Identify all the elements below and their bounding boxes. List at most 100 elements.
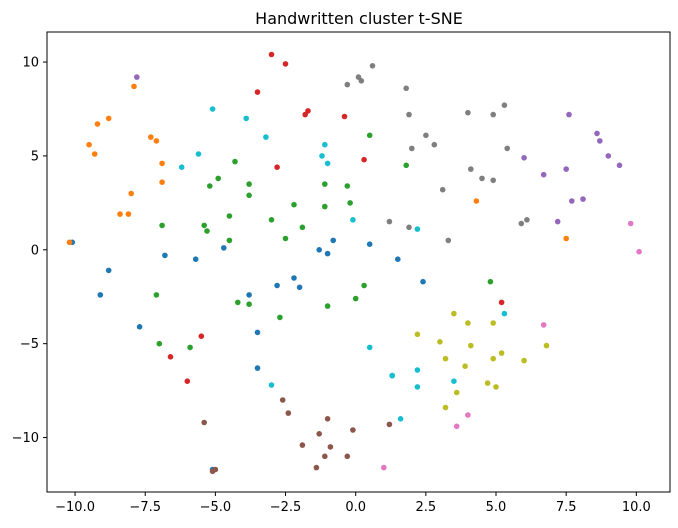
data-point-s6-5 xyxy=(381,464,387,471)
data-point-s1-11 xyxy=(117,211,123,217)
data-point-s0-1 xyxy=(105,267,112,274)
data-point-s7-8 xyxy=(501,102,508,108)
plot-frame xyxy=(46,31,671,493)
data-point-s7-21 xyxy=(524,217,530,223)
data-point-s0-2 xyxy=(97,292,104,298)
data-point-s2-9 xyxy=(268,217,275,223)
data-point-s0-9 xyxy=(254,365,261,371)
data-point-s0-4 xyxy=(162,252,168,259)
data-point-s3-0 xyxy=(268,51,275,58)
y-tick-label-3: 5 xyxy=(31,149,39,164)
data-point-s4-10 xyxy=(580,196,586,202)
data-point-s7-4 xyxy=(403,85,410,92)
data-point-s2-12 xyxy=(299,224,306,231)
data-point-s7-19 xyxy=(445,237,452,244)
data-point-s2-2 xyxy=(246,192,252,199)
data-point-s7-9 xyxy=(431,141,438,148)
data-point-s2-5 xyxy=(201,222,207,229)
data-point-s8-10 xyxy=(543,342,550,349)
data-point-s6-3 xyxy=(465,412,471,418)
data-point-s9-3 xyxy=(322,141,328,148)
data-point-s1-9 xyxy=(159,179,165,185)
data-point-s7-12 xyxy=(504,145,511,152)
data-point-s1-6 xyxy=(148,134,154,140)
data-point-s1-2 xyxy=(94,121,101,127)
data-point-s0-5 xyxy=(192,256,199,263)
points-layer xyxy=(66,51,642,475)
data-point-s2-26 xyxy=(324,303,331,309)
y-axis: −10 −5 0 5 10 xyxy=(12,56,47,446)
data-point-s6-1 xyxy=(636,248,642,255)
data-point-s4-6 xyxy=(521,155,527,161)
data-point-s0-14 xyxy=(324,250,331,257)
data-point-s2-21 xyxy=(156,340,163,347)
data-point-s8-2 xyxy=(465,320,471,326)
data-point-s5-5 xyxy=(324,416,331,422)
data-point-s0-8 xyxy=(254,329,261,336)
data-point-s4-2 xyxy=(594,130,600,137)
data-point-s2-17 xyxy=(366,132,373,139)
data-point-s4-3 xyxy=(597,138,603,144)
data-point-s7-15 xyxy=(490,177,497,184)
data-point-s1-8 xyxy=(159,160,165,167)
data-point-s3-1 xyxy=(282,61,289,67)
data-point-s7-16 xyxy=(439,186,446,193)
data-point-s9-9 xyxy=(414,226,421,232)
data-point-s2-6 xyxy=(204,228,210,234)
data-point-s2-7 xyxy=(226,213,233,219)
data-point-s8-15 xyxy=(493,384,499,390)
data-point-s2-3 xyxy=(207,183,213,189)
data-point-s8-9 xyxy=(521,357,527,364)
data-point-s8-13 xyxy=(442,404,449,411)
data-point-s3-6 xyxy=(361,156,367,163)
x-tick-label-1: −7.5 xyxy=(129,500,161,515)
data-point-s2-16 xyxy=(347,200,353,206)
data-point-s1-0 xyxy=(66,239,73,246)
data-point-s5-8 xyxy=(313,464,320,471)
data-point-s2-8 xyxy=(226,237,233,244)
data-point-s0-3 xyxy=(136,324,143,330)
data-point-s7-13 xyxy=(468,166,474,172)
data-point-s7-5 xyxy=(406,111,412,118)
data-point-s2-13 xyxy=(322,181,328,187)
data-point-s4-4 xyxy=(605,153,612,159)
data-point-s1-7 xyxy=(153,138,160,144)
data-point-s3-5 xyxy=(341,113,348,120)
data-point-s3-10 xyxy=(198,333,205,340)
data-point-s9-12 xyxy=(414,367,421,373)
data-point-s9-16 xyxy=(451,378,457,385)
data-point-s3-11 xyxy=(184,378,191,385)
data-point-s9-1 xyxy=(243,115,249,122)
data-point-s8-0 xyxy=(414,331,421,338)
data-point-s4-9 xyxy=(569,198,575,204)
data-point-s2-25 xyxy=(277,314,283,321)
x-tick-label-7: 7.5 xyxy=(556,500,577,515)
data-point-s7-3 xyxy=(344,81,351,88)
data-point-s8-11 xyxy=(462,363,468,370)
data-point-s9-17 xyxy=(268,382,275,388)
data-point-s2-1 xyxy=(246,181,252,187)
data-point-s0-7 xyxy=(246,292,252,298)
data-point-s7-10 xyxy=(423,132,429,139)
data-point-s4-8 xyxy=(563,166,569,172)
y-tick-label-0: −10 xyxy=(12,431,39,446)
data-point-s5-9 xyxy=(344,453,351,460)
x-tick-label-5: 2.5 xyxy=(416,500,437,515)
data-point-s2-14 xyxy=(322,203,328,210)
x-tick-label-6: 5.0 xyxy=(486,500,507,515)
data-point-s8-7 xyxy=(498,350,505,356)
data-point-s9-8 xyxy=(350,217,356,223)
data-point-s2-18 xyxy=(403,162,410,169)
data-point-s4-1 xyxy=(566,111,572,118)
data-point-s5-11 xyxy=(386,421,393,428)
data-point-s8-1 xyxy=(451,310,457,317)
data-point-s7-11 xyxy=(409,145,415,152)
data-point-s2-11 xyxy=(282,235,289,242)
data-point-s4-11 xyxy=(554,218,561,225)
data-point-s5-6 xyxy=(327,444,334,450)
data-point-s0-12 xyxy=(296,284,303,291)
data-point-s7-7 xyxy=(490,111,497,118)
data-point-s9-4 xyxy=(319,153,325,159)
x-tick-label-2: −5.0 xyxy=(200,500,232,515)
data-point-s2-28 xyxy=(361,282,367,289)
